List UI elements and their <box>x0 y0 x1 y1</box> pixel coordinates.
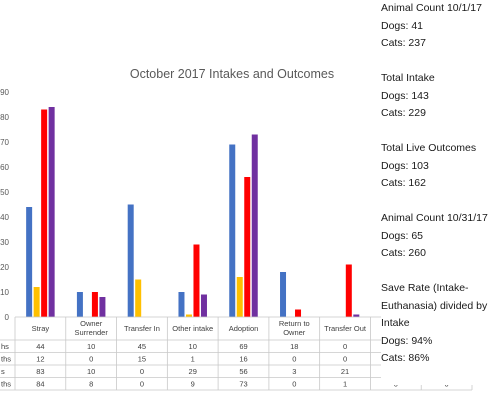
data-value: 0 <box>140 379 144 388</box>
summary-title: Animal Count 10/31/17 <box>381 212 488 224</box>
data-value: 3 <box>292 367 296 376</box>
category-label: Return to <box>279 319 310 328</box>
summary-block: Total Live Outcomes Dogs: 103 Cats: 162 <box>381 140 495 193</box>
data-value: 84 <box>36 379 44 388</box>
bar <box>353 314 360 317</box>
data-value: 56 <box>239 367 247 376</box>
data-value: 29 <box>189 367 197 376</box>
summary-title: Total Intake <box>381 72 435 84</box>
data-value: 12 <box>36 354 44 363</box>
summary-block: Total Intake Dogs: 143 Cats: 229 <box>381 70 495 123</box>
data-value: 0 <box>292 354 296 363</box>
category-label: Other intake <box>172 324 213 333</box>
summary-value: Dogs: 103 <box>381 159 429 172</box>
summary-value: Dogs: 94% <box>381 334 433 347</box>
data-value: 0 <box>343 342 347 351</box>
bar <box>91 292 98 317</box>
y-tick-label: 60 <box>0 163 9 172</box>
data-value: 1 <box>343 379 347 388</box>
bar <box>33 287 40 317</box>
y-axis: 0 10 20 30 40 50 60 70 80 90 <box>0 88 9 322</box>
summary-value: Cats: 237 <box>381 37 426 49</box>
data-value: 10 <box>87 367 95 376</box>
data-value: 83 <box>36 367 44 376</box>
summary-value: Cats: 229 <box>381 107 426 119</box>
data-value: 0 <box>140 367 144 376</box>
series-row-label: ths <box>1 354 11 363</box>
data-value: 8 <box>89 379 93 388</box>
y-tick-label: 30 <box>0 238 9 247</box>
bar <box>41 109 48 317</box>
y-tick-label: 40 <box>0 213 9 222</box>
bar <box>76 292 83 317</box>
category-label: Surrender <box>74 328 108 337</box>
data-value: 21 <box>341 367 349 376</box>
data-value: 9 <box>191 379 195 388</box>
bar <box>185 314 192 317</box>
y-tick-label: 0 <box>5 313 10 322</box>
data-value: 0 <box>343 354 347 363</box>
bar <box>200 294 207 317</box>
data-value: 44 <box>36 342 44 351</box>
bar <box>229 144 236 317</box>
summary-block: Animal Count 10/31/17 Dogs: 65 Cats: 260 <box>381 210 495 263</box>
summary-block: Save Rate (Intake-Euthanasia) divided by… <box>381 280 495 368</box>
bar <box>26 207 33 317</box>
bar <box>251 134 258 317</box>
bar <box>135 279 142 317</box>
data-value: 45 <box>138 342 146 351</box>
bar <box>244 177 251 317</box>
bar <box>345 264 352 317</box>
y-tick-label: 90 <box>0 88 9 97</box>
bar <box>193 244 200 317</box>
chart-title: October 2017 Intakes and Outcomes <box>130 67 334 81</box>
y-tick-label: 20 <box>0 263 9 272</box>
summary-panel: Animal Count 10/1/17 Dogs: 41 Cats: 237 Tot… <box>381 0 495 385</box>
category-label: Transfer In <box>124 324 160 333</box>
summary-value: Dogs: 65 <box>381 229 424 242</box>
summary-title: Animal Count 10/1/17 <box>381 2 482 14</box>
category-label: Owner <box>283 328 306 337</box>
summary-title: Save Rate (Intake-Euthanasia) divided by… <box>381 282 488 329</box>
y-tick-label: 50 <box>0 188 9 197</box>
summary-block: Animal Count 10/1/17 Dogs: 41 Cats: 237 <box>381 0 495 53</box>
data-value: 69 <box>239 342 247 351</box>
category-label: Adoption <box>229 324 259 333</box>
y-tick-label: 70 <box>0 138 9 147</box>
summary-value: Cats: 162 <box>381 177 426 189</box>
category-label: Owner <box>80 319 103 328</box>
data-value: 18 <box>290 342 298 351</box>
category-label: Stray <box>32 324 50 333</box>
bar <box>48 107 55 317</box>
data-value: 16 <box>239 354 247 363</box>
bar <box>127 204 134 317</box>
summary-value: Dogs: 41 <box>381 19 424 32</box>
bar <box>99 297 106 317</box>
series-row-label: ths <box>1 379 11 388</box>
summary-value: Cats: 86% <box>381 352 430 364</box>
bar <box>295 309 302 317</box>
series-row-label: hs <box>1 342 9 351</box>
bar <box>236 277 243 317</box>
summary-value: Cats: 260 <box>381 247 426 259</box>
summary-value: Dogs: 143 <box>381 89 429 102</box>
data-value: 1 <box>191 354 195 363</box>
data-value: 0 <box>89 354 93 363</box>
data-value: 15 <box>138 354 146 363</box>
bar <box>178 292 185 317</box>
category-label: Transfer Out <box>324 324 367 333</box>
data-value: 10 <box>189 342 197 351</box>
data-value: 10 <box>87 342 95 351</box>
data-value: 0 <box>292 379 296 388</box>
data-value: 73 <box>239 379 247 388</box>
bar <box>280 272 287 317</box>
series-row-label: s <box>1 367 5 376</box>
y-tick-label: 10 <box>0 288 9 297</box>
y-tick-label: 80 <box>0 113 9 122</box>
summary-title: Total Live Outcomes <box>381 142 477 154</box>
